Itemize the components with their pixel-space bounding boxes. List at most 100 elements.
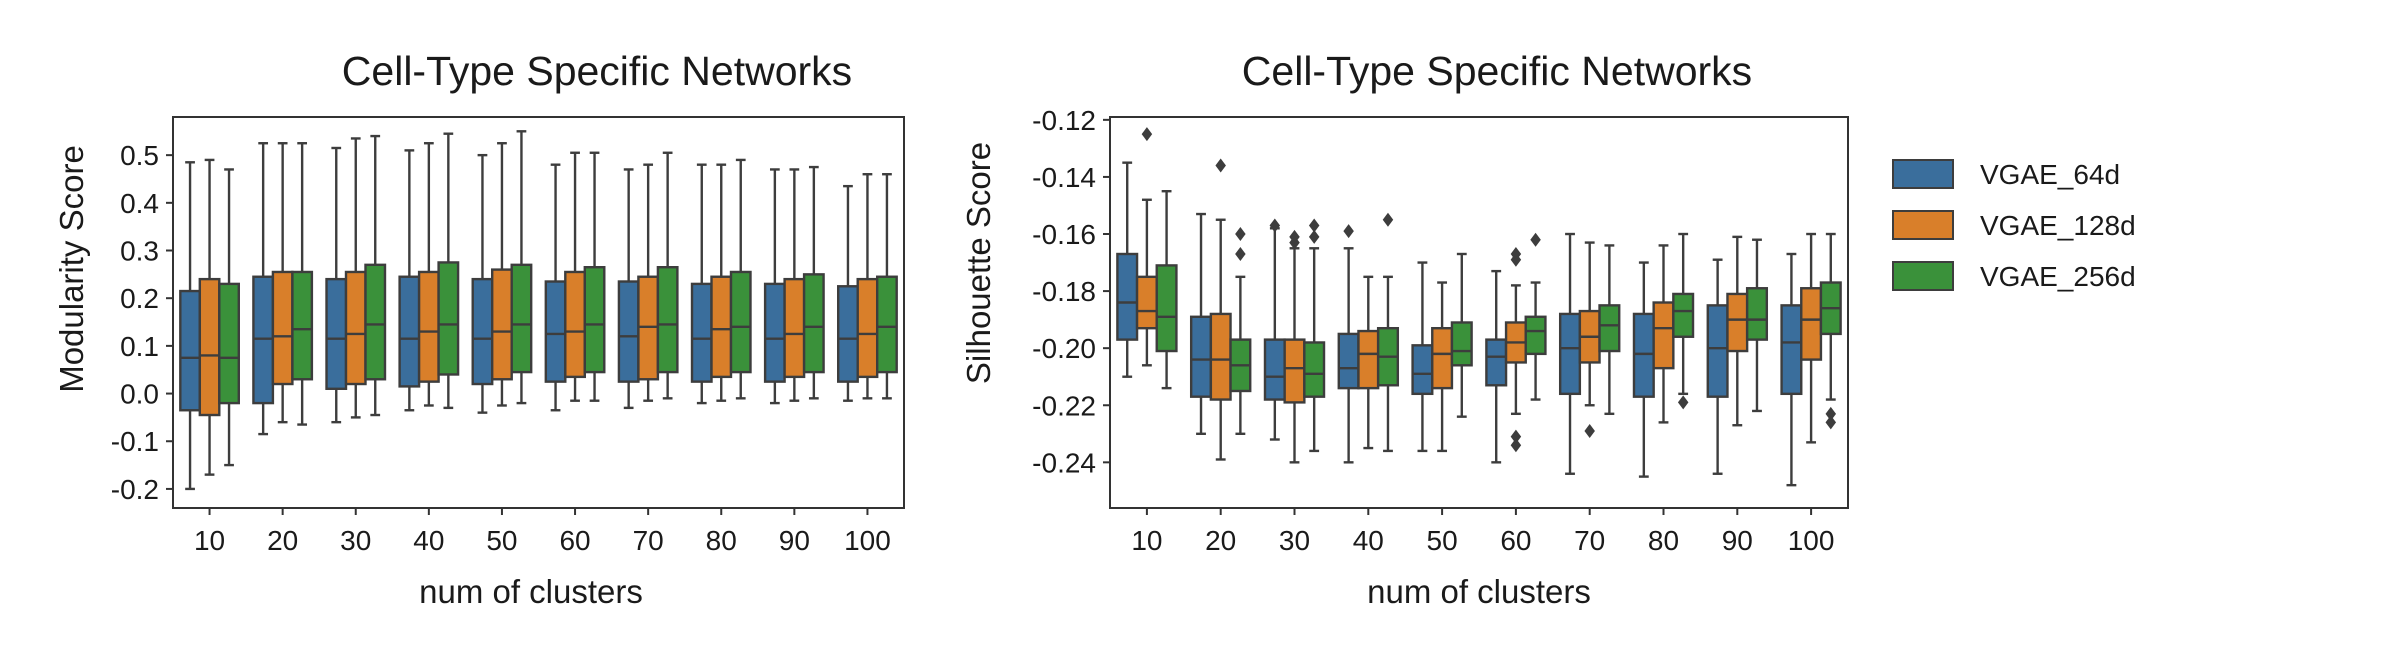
chart-title: Cell-Type Specific Networks: [342, 48, 852, 94]
box-body: [1116, 252, 1139, 341]
box-VGAE_128d: [417, 142, 440, 407]
box-VGAE_64d: [1485, 269, 1508, 464]
box-body: [583, 266, 606, 374]
box-VGAE_256d: [437, 132, 460, 410]
box-body: [564, 270, 586, 379]
box-body: [1209, 312, 1232, 401]
outlier-point: [1677, 395, 1689, 410]
box-VGAE_64d: [1411, 261, 1434, 453]
box-VGAE_64d: [690, 163, 713, 405]
y-tick-label: -0.16: [1032, 219, 1096, 250]
box-VGAE_64d: [1189, 212, 1213, 435]
box-VGAE_128d: [1726, 235, 1749, 427]
box-VGAE_256d: [1450, 252, 1473, 418]
y-tick-label: -0.2: [111, 474, 159, 505]
outlier-point: [1510, 429, 1522, 444]
box-VGAE_64d: [763, 168, 786, 405]
box-body: [1135, 275, 1158, 330]
box-body: [1800, 287, 1823, 361]
box-body: [1632, 312, 1655, 398]
box-VGAE_128d: [637, 163, 660, 402]
x-axis-label: num of clusters: [419, 573, 643, 610]
box-VGAE_256d: [875, 173, 898, 400]
box-VGAE_128d: [1357, 275, 1380, 450]
box-VGAE_64d: [1337, 224, 1360, 464]
box-body: [271, 270, 294, 386]
x-tick-label: 80: [706, 525, 737, 556]
box-VGAE_128d: [1431, 281, 1454, 453]
box-VGAE_64d: [179, 161, 202, 491]
box-VGAE_256d: [1524, 232, 1547, 401]
box-VGAE_128d: [710, 163, 733, 402]
box-VGAE_256d: [1229, 227, 1252, 435]
outlier-point: [1269, 218, 1281, 233]
outlier-point: [1825, 406, 1837, 421]
box-VGAE_128d: [1209, 158, 1232, 461]
box-VGAE_128d: [1578, 241, 1601, 438]
outlier-point: [1530, 232, 1541, 247]
box-VGAE_64d: [325, 146, 348, 424]
box-VGAE_256d: [1376, 212, 1400, 453]
box-VGAE_64d: [1780, 252, 1803, 487]
y-tick-label: -0.14: [1032, 162, 1096, 193]
box-body: [471, 277, 494, 386]
silhouette-chart: Cell-Type Specific Networks num of clust…: [960, 48, 2136, 610]
legend-label: VGAE_128d: [1980, 210, 2136, 241]
box-body: [491, 268, 513, 381]
box-body: [1431, 326, 1454, 390]
outlier-point: [1584, 423, 1595, 438]
box-VGAE_256d: [1672, 232, 1695, 410]
plot-area: -0.24 -0.22 -0.20 -0.18 -0.16 -0.14 -0.12 10 20 3…: [1032, 105, 1849, 556]
box-VGAE_128d: [198, 158, 221, 476]
box-body: [1450, 321, 1473, 367]
y-tick-label: -0.18: [1032, 276, 1096, 307]
legend-swatch: [1892, 210, 1954, 240]
y-tick-label: -0.24: [1032, 447, 1096, 478]
y-tick-label: -0.1: [111, 426, 159, 457]
outlier-point: [1289, 229, 1300, 244]
outlier-point: [1382, 212, 1394, 227]
box-body: [364, 263, 387, 381]
box-VGAE_64d: [1706, 258, 1729, 475]
box-VGAE_256d: [510, 130, 533, 405]
box-VGAE_64d: [617, 168, 640, 410]
box-body: [398, 275, 421, 388]
box-body: [1303, 341, 1326, 398]
box-VGAE_128d: [564, 151, 586, 402]
box-body: [1672, 292, 1695, 338]
box-body: [1485, 338, 1508, 387]
x-tick-label: 30: [1279, 525, 1310, 556]
plot-frame: [172, 116, 905, 509]
y-tick-label: 0.5: [120, 140, 159, 171]
box-body: [783, 277, 806, 379]
x-tick-label: 40: [413, 525, 444, 556]
box-body: [544, 280, 567, 383]
x-tick-label: 100: [1788, 525, 1835, 556]
y-tick-label: -0.22: [1032, 390, 1096, 421]
y-axis-label: Modularity Score: [53, 145, 90, 393]
legend-label: VGAE_64d: [1980, 159, 2120, 190]
box-body: [710, 275, 733, 379]
box-VGAE_256d: [1303, 218, 1326, 453]
y-tick-label: 0.4: [120, 188, 159, 219]
outlier-point: [1825, 415, 1837, 430]
box-VGAE_256d: [1819, 232, 1842, 430]
box-body: [1155, 264, 1178, 353]
x-tick-label: 10: [194, 525, 225, 556]
box-VGAE_128d: [783, 168, 806, 402]
box-VGAE_128d: [271, 142, 294, 424]
outlier-point: [1235, 227, 1246, 242]
box-body: [179, 289, 202, 412]
box-VGAE_128d: [1652, 244, 1675, 424]
box-body: [856, 277, 879, 379]
box-VGAE_64d: [1116, 161, 1139, 378]
box-VGAE_64d: [252, 142, 275, 436]
box-body: [1726, 292, 1749, 353]
box-VGAE_64d: [837, 184, 859, 402]
box-body: [1745, 287, 1769, 341]
x-tick-label: 20: [1205, 525, 1236, 556]
y-tick-label: -0.12: [1032, 105, 1096, 136]
box-VGAE_128d: [344, 137, 367, 419]
box-body: [729, 270, 752, 374]
